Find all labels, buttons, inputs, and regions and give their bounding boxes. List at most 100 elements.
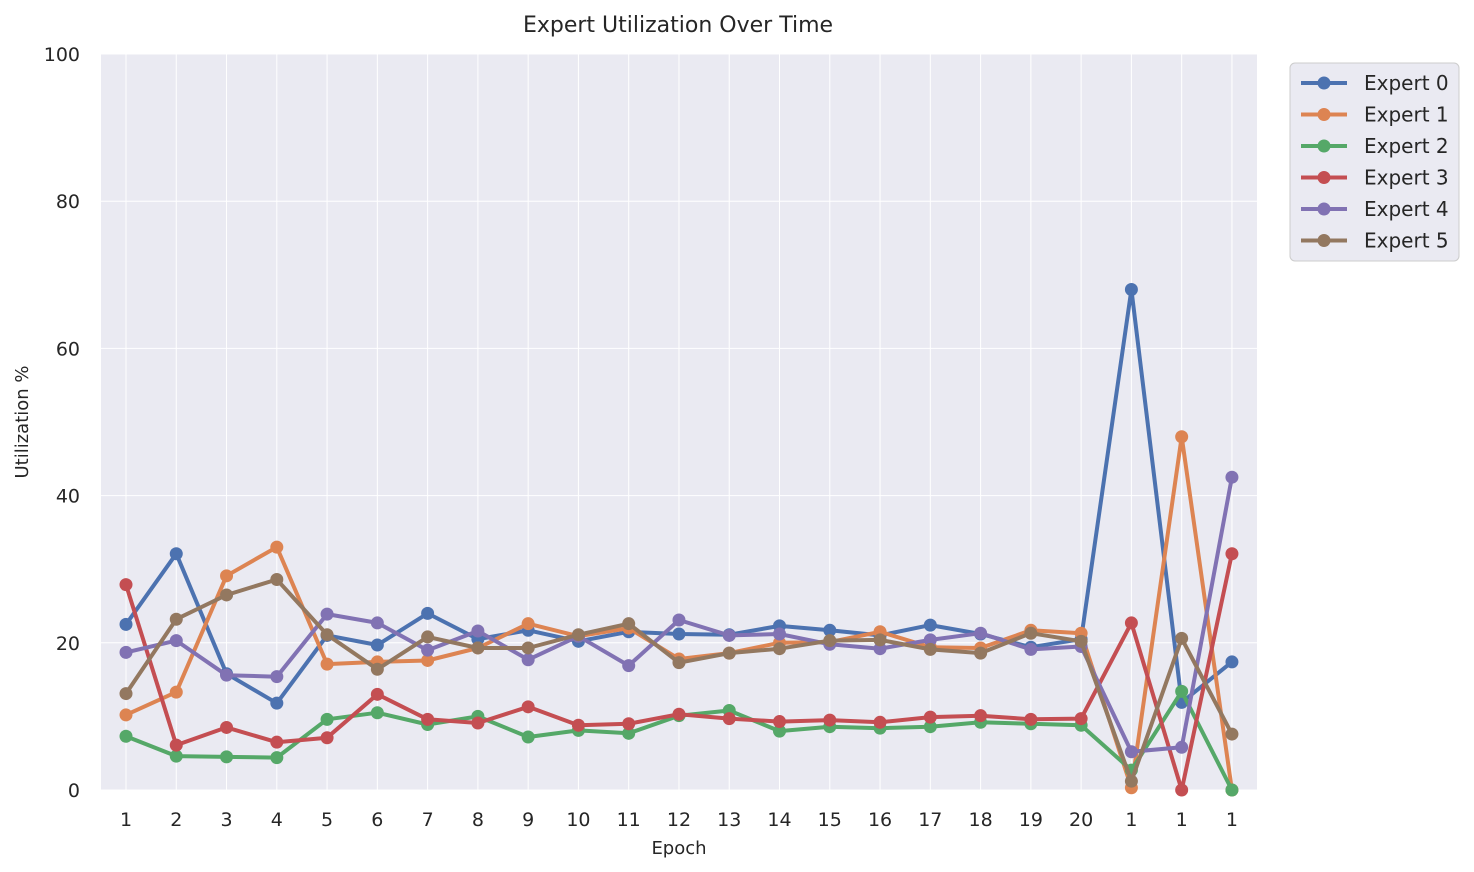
legend-label: Expert 5 [1364, 229, 1449, 253]
legend-label: Expert 0 [1364, 71, 1449, 95]
data-point [119, 708, 133, 722]
x-tick-label: 4 [271, 809, 283, 831]
x-tick-label: 20 [1069, 809, 1093, 831]
chart-title: Expert Utilization Over Time [523, 13, 833, 38]
y-tick-label: 40 [56, 486, 80, 508]
data-point [622, 659, 636, 673]
y-tick-label: 0 [68, 780, 80, 802]
data-point [672, 656, 686, 670]
data-point [974, 646, 988, 660]
data-point [320, 607, 334, 621]
data-point [1074, 712, 1088, 726]
x-tick-label: 15 [818, 809, 842, 831]
data-point [169, 685, 183, 699]
data-point [622, 717, 636, 731]
data-point [220, 720, 234, 734]
legend-swatch-marker [1317, 234, 1331, 247]
legend-swatch-marker [1317, 108, 1331, 121]
data-point [421, 653, 435, 667]
legend-label: Expert 1 [1364, 103, 1449, 127]
data-point [923, 618, 937, 632]
data-point [923, 642, 937, 656]
data-point [220, 750, 234, 764]
data-point [923, 710, 937, 724]
data-point [1024, 626, 1038, 640]
data-point [119, 578, 133, 592]
data-point [169, 738, 183, 752]
data-point [722, 646, 736, 660]
data-point [672, 707, 686, 721]
y-tick-label: 100 [44, 44, 80, 66]
data-point [119, 645, 133, 659]
data-point [169, 749, 183, 763]
data-point [471, 641, 485, 655]
data-point [873, 715, 887, 729]
data-point [521, 653, 535, 667]
x-tick-label: 17 [918, 809, 942, 831]
data-point [119, 687, 133, 701]
data-point [571, 718, 585, 732]
x-tick-label: 1 [1125, 809, 1137, 831]
data-point [672, 627, 686, 641]
data-point [974, 709, 988, 723]
y-tick-label: 20 [56, 633, 80, 655]
x-tick-label: 7 [422, 809, 434, 831]
x-tick-label: 10 [566, 809, 590, 831]
legend-label: Expert 2 [1364, 134, 1449, 158]
data-point [169, 612, 183, 626]
x-tick-label: 1 [1176, 809, 1188, 831]
data-point [873, 633, 887, 647]
data-point [521, 730, 535, 744]
series-5 [119, 573, 1239, 788]
data-point [270, 751, 284, 765]
series-lines [119, 283, 1239, 797]
data-point [1175, 631, 1189, 645]
x-tick-label: 19 [1019, 809, 1043, 831]
x-tick-label: 5 [321, 809, 333, 831]
data-point [1225, 547, 1239, 561]
x-tick-label: 13 [717, 809, 741, 831]
data-point [823, 623, 837, 637]
data-point [773, 724, 787, 738]
data-point [1124, 745, 1138, 759]
data-point [923, 720, 937, 734]
x-tick-label: 1 [120, 809, 132, 831]
data-point [672, 613, 686, 627]
data-point [370, 616, 384, 630]
legend-swatch-marker [1317, 171, 1331, 184]
data-point [1024, 642, 1038, 656]
data-point [270, 540, 284, 554]
x-tick-label: 2 [170, 809, 182, 831]
legend-swatch-marker [1317, 202, 1331, 216]
x-tick-label: 6 [371, 809, 383, 831]
data-point [370, 638, 384, 652]
x-axis-label: Epoch [651, 838, 706, 859]
series-4 [119, 470, 1239, 759]
data-point [1225, 470, 1239, 484]
data-point [370, 662, 384, 676]
data-point [1175, 740, 1189, 754]
data-point [1225, 783, 1239, 797]
y-tick-label: 80 [56, 191, 80, 213]
data-point [923, 633, 937, 647]
x-ticks: 1 2 3 4 5 6 7 8 9 10 11 12 13 14 15 16 17 18 19 20 1 1 1 [120, 809, 1238, 831]
data-point [1124, 616, 1138, 630]
data-point [220, 588, 234, 602]
legend-swatch-marker [1317, 76, 1331, 90]
data-point [1175, 430, 1189, 444]
data-point [169, 547, 183, 561]
data-point [1175, 684, 1189, 698]
data-point [773, 642, 787, 656]
x-tick-label: 1 [1226, 809, 1238, 831]
data-point [320, 657, 334, 671]
data-point [270, 670, 284, 684]
data-point [1124, 774, 1138, 788]
data-point [521, 641, 535, 655]
data-point [571, 628, 585, 642]
y-tick-label: 60 [56, 338, 80, 360]
legend: Expert 0 Expert 1 Expert 2 Expert 3 Expert 4… [1289, 62, 1460, 262]
x-tick-label: 18 [968, 809, 992, 831]
data-point [622, 726, 636, 740]
data-point [773, 627, 787, 641]
data-point [1225, 727, 1239, 741]
